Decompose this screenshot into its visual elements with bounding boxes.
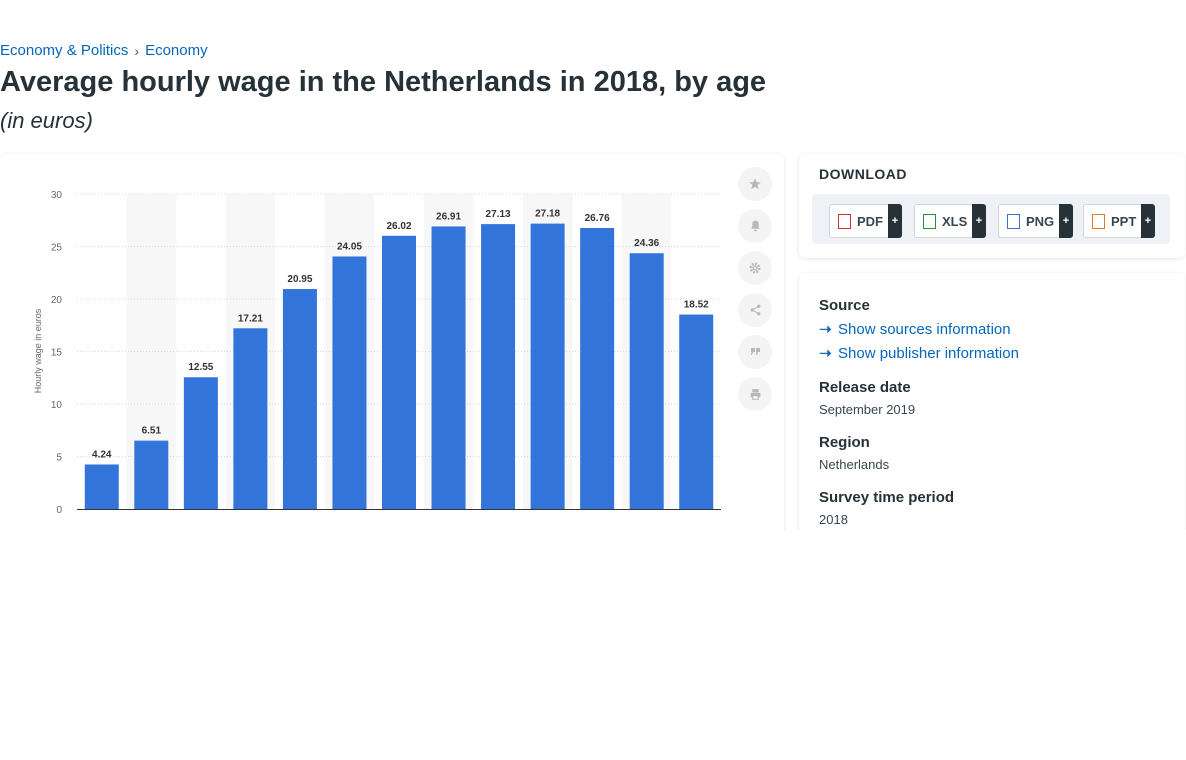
statistic-info-card: Source ➝ Show sources information ➝ Show p… xyxy=(799,273,1185,543)
download-pdf-label: PDF xyxy=(857,213,883,229)
arrow-right-icon: ➝ xyxy=(819,321,832,338)
star-icon xyxy=(749,178,761,190)
region-label: Region xyxy=(819,434,870,451)
bar xyxy=(183,377,218,509)
plus-icon: + xyxy=(1141,204,1155,238)
source-label: Source xyxy=(819,297,870,314)
data-label: 27.13 xyxy=(486,209,511,220)
download-xls-label: XLS xyxy=(942,213,968,229)
download-heading: DOWNLOAD xyxy=(819,166,907,182)
download-pdf-button[interactable]: PDF + xyxy=(829,204,902,238)
ppt-file-icon xyxy=(1092,213,1105,229)
page-subtitle: (in euros) xyxy=(0,108,93,133)
settings-button[interactable] xyxy=(738,251,772,285)
chart-toolbar xyxy=(738,167,772,419)
data-label: 26.02 xyxy=(386,221,411,232)
print-icon xyxy=(750,388,760,400)
survey-period-value: 2018 xyxy=(819,512,848,527)
y-tick-label: 10 xyxy=(51,400,63,411)
bell-icon xyxy=(750,220,760,232)
page-blank-area xyxy=(0,530,1186,760)
quote-icon xyxy=(750,348,760,355)
download-png-label: PNG xyxy=(1026,213,1055,229)
breadcrumb-economy[interactable]: Economy xyxy=(145,42,208,59)
download-card: DOWNLOAD PDF + XLS + PNG + PPT + xyxy=(799,154,1185,258)
data-label: 24.05 xyxy=(337,241,362,252)
cite-button[interactable] xyxy=(738,335,772,369)
share-button[interactable] xyxy=(738,293,772,327)
download-png-button[interactable]: PNG + xyxy=(998,204,1073,238)
y-tick-label: 25 xyxy=(51,243,63,254)
download-xls-button[interactable]: XLS + xyxy=(914,204,986,238)
y-tick-label: 5 xyxy=(56,453,62,464)
data-label: 26.76 xyxy=(585,213,610,224)
release-date-label: Release date xyxy=(819,379,911,396)
data-label: 20.95 xyxy=(287,274,312,285)
bar xyxy=(134,440,169,509)
data-label: 27.18 xyxy=(535,209,560,220)
data-label: 6.51 xyxy=(142,426,162,437)
data-label: 26.91 xyxy=(436,211,461,222)
data-label: 12.55 xyxy=(188,362,213,373)
bar xyxy=(629,253,664,509)
bar-chart: 0 5 10 15 20 25 30 Hourly wage in euros 4.24 6.51… xyxy=(33,190,721,516)
chart-card: 0 5 10 15 20 25 30 Hourly wage in euros 4.24 6.51… xyxy=(0,154,784,554)
data-label: 4.24 xyxy=(92,449,112,460)
bar xyxy=(431,226,466,509)
show-publisher-link[interactable]: ➝ Show publisher information xyxy=(819,344,1019,362)
show-sources-link[interactable]: ➝ Show sources information xyxy=(819,320,1011,338)
show-sources-text: Show sources information xyxy=(838,321,1011,338)
bar xyxy=(580,228,615,509)
y-tick-label: 0 xyxy=(56,505,62,516)
y-tick-label: 20 xyxy=(51,295,63,306)
page-title: Average hourly wage in the Netherlands i… xyxy=(0,66,767,98)
bar xyxy=(481,224,516,509)
bar xyxy=(233,328,268,509)
gear-icon xyxy=(749,262,761,274)
bar xyxy=(382,235,416,509)
notification-button[interactable] xyxy=(738,209,772,243)
plus-icon: + xyxy=(1059,204,1073,238)
breadcrumb-economy-politics[interactable]: Economy & Politics xyxy=(0,42,129,59)
download-ppt-button[interactable]: PPT + xyxy=(1083,204,1155,238)
pdf-file-icon xyxy=(838,213,851,229)
breadcrumb: Economy & Politics › Economy xyxy=(0,42,208,59)
plus-icon: + xyxy=(888,204,902,238)
arrow-right-icon: ➝ xyxy=(819,345,832,362)
download-ppt-label: PPT xyxy=(1111,213,1137,229)
data-label: 18.52 xyxy=(684,300,709,311)
favorite-button[interactable] xyxy=(738,167,772,201)
bar xyxy=(332,256,367,509)
share-icon xyxy=(750,304,760,316)
region-value: Netherlands xyxy=(819,457,890,472)
plus-icon: + xyxy=(972,204,986,238)
data-label: 24.36 xyxy=(634,238,659,249)
y-tick-label: 30 xyxy=(51,190,63,201)
breadcrumb-separator-icon: › xyxy=(134,42,140,59)
bar xyxy=(84,464,119,509)
y-tick-label: 15 xyxy=(51,348,63,359)
survey-period-label: Survey time period xyxy=(819,489,955,506)
data-label: 17.21 xyxy=(238,313,263,324)
png-file-icon xyxy=(1007,213,1020,229)
show-publisher-text: Show publisher information xyxy=(838,345,1019,362)
bar xyxy=(282,289,317,509)
xls-file-icon xyxy=(923,213,936,229)
bar xyxy=(530,223,565,510)
print-button[interactable] xyxy=(738,377,772,411)
y-axis-title: Hourly wage in euros xyxy=(33,308,43,393)
release-date-value: September 2019 xyxy=(819,402,916,417)
bar xyxy=(679,314,714,509)
download-options: PDF + XLS + PNG + PPT + xyxy=(812,194,1170,244)
